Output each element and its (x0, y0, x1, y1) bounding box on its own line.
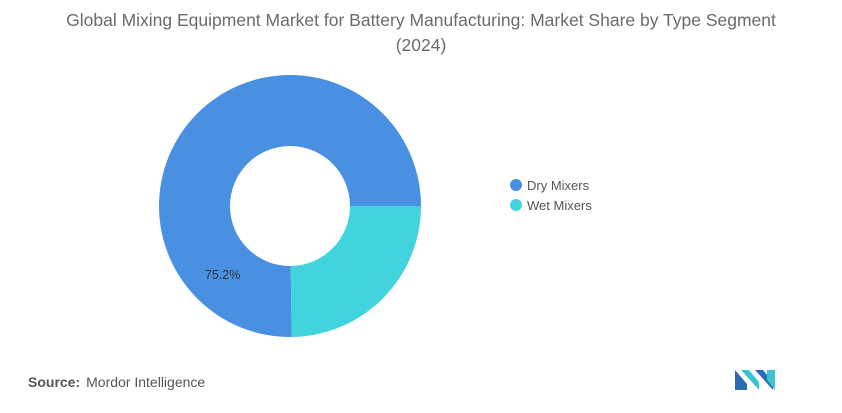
data-label-dry-mixers: 75.2% (205, 268, 240, 282)
legend-label: Wet Mixers (527, 197, 592, 213)
legend-label: Dry Mixers (527, 177, 590, 193)
source-text: Mordor Intelligence (86, 374, 206, 390)
legend-item-wet-mixers: Wet Mixers (510, 195, 592, 215)
mordor-intelligence-logo-icon (735, 370, 775, 390)
legend-swatch (510, 179, 522, 191)
donut-slice-wet-mixers (290, 206, 421, 337)
legend-item-dry-mixers: Dry Mixers (510, 175, 592, 195)
chart-title: Global Mixing Equipment Market for Batte… (66, 10, 776, 55)
source-note: Source: Mordor Intelligence (28, 374, 205, 390)
source-label: Source: (28, 374, 81, 390)
donut-slice-dry-mixers (159, 75, 422, 337)
legend-swatch (510, 199, 522, 211)
chart-legend: Dry Mixers Wet Mixers (510, 175, 592, 215)
